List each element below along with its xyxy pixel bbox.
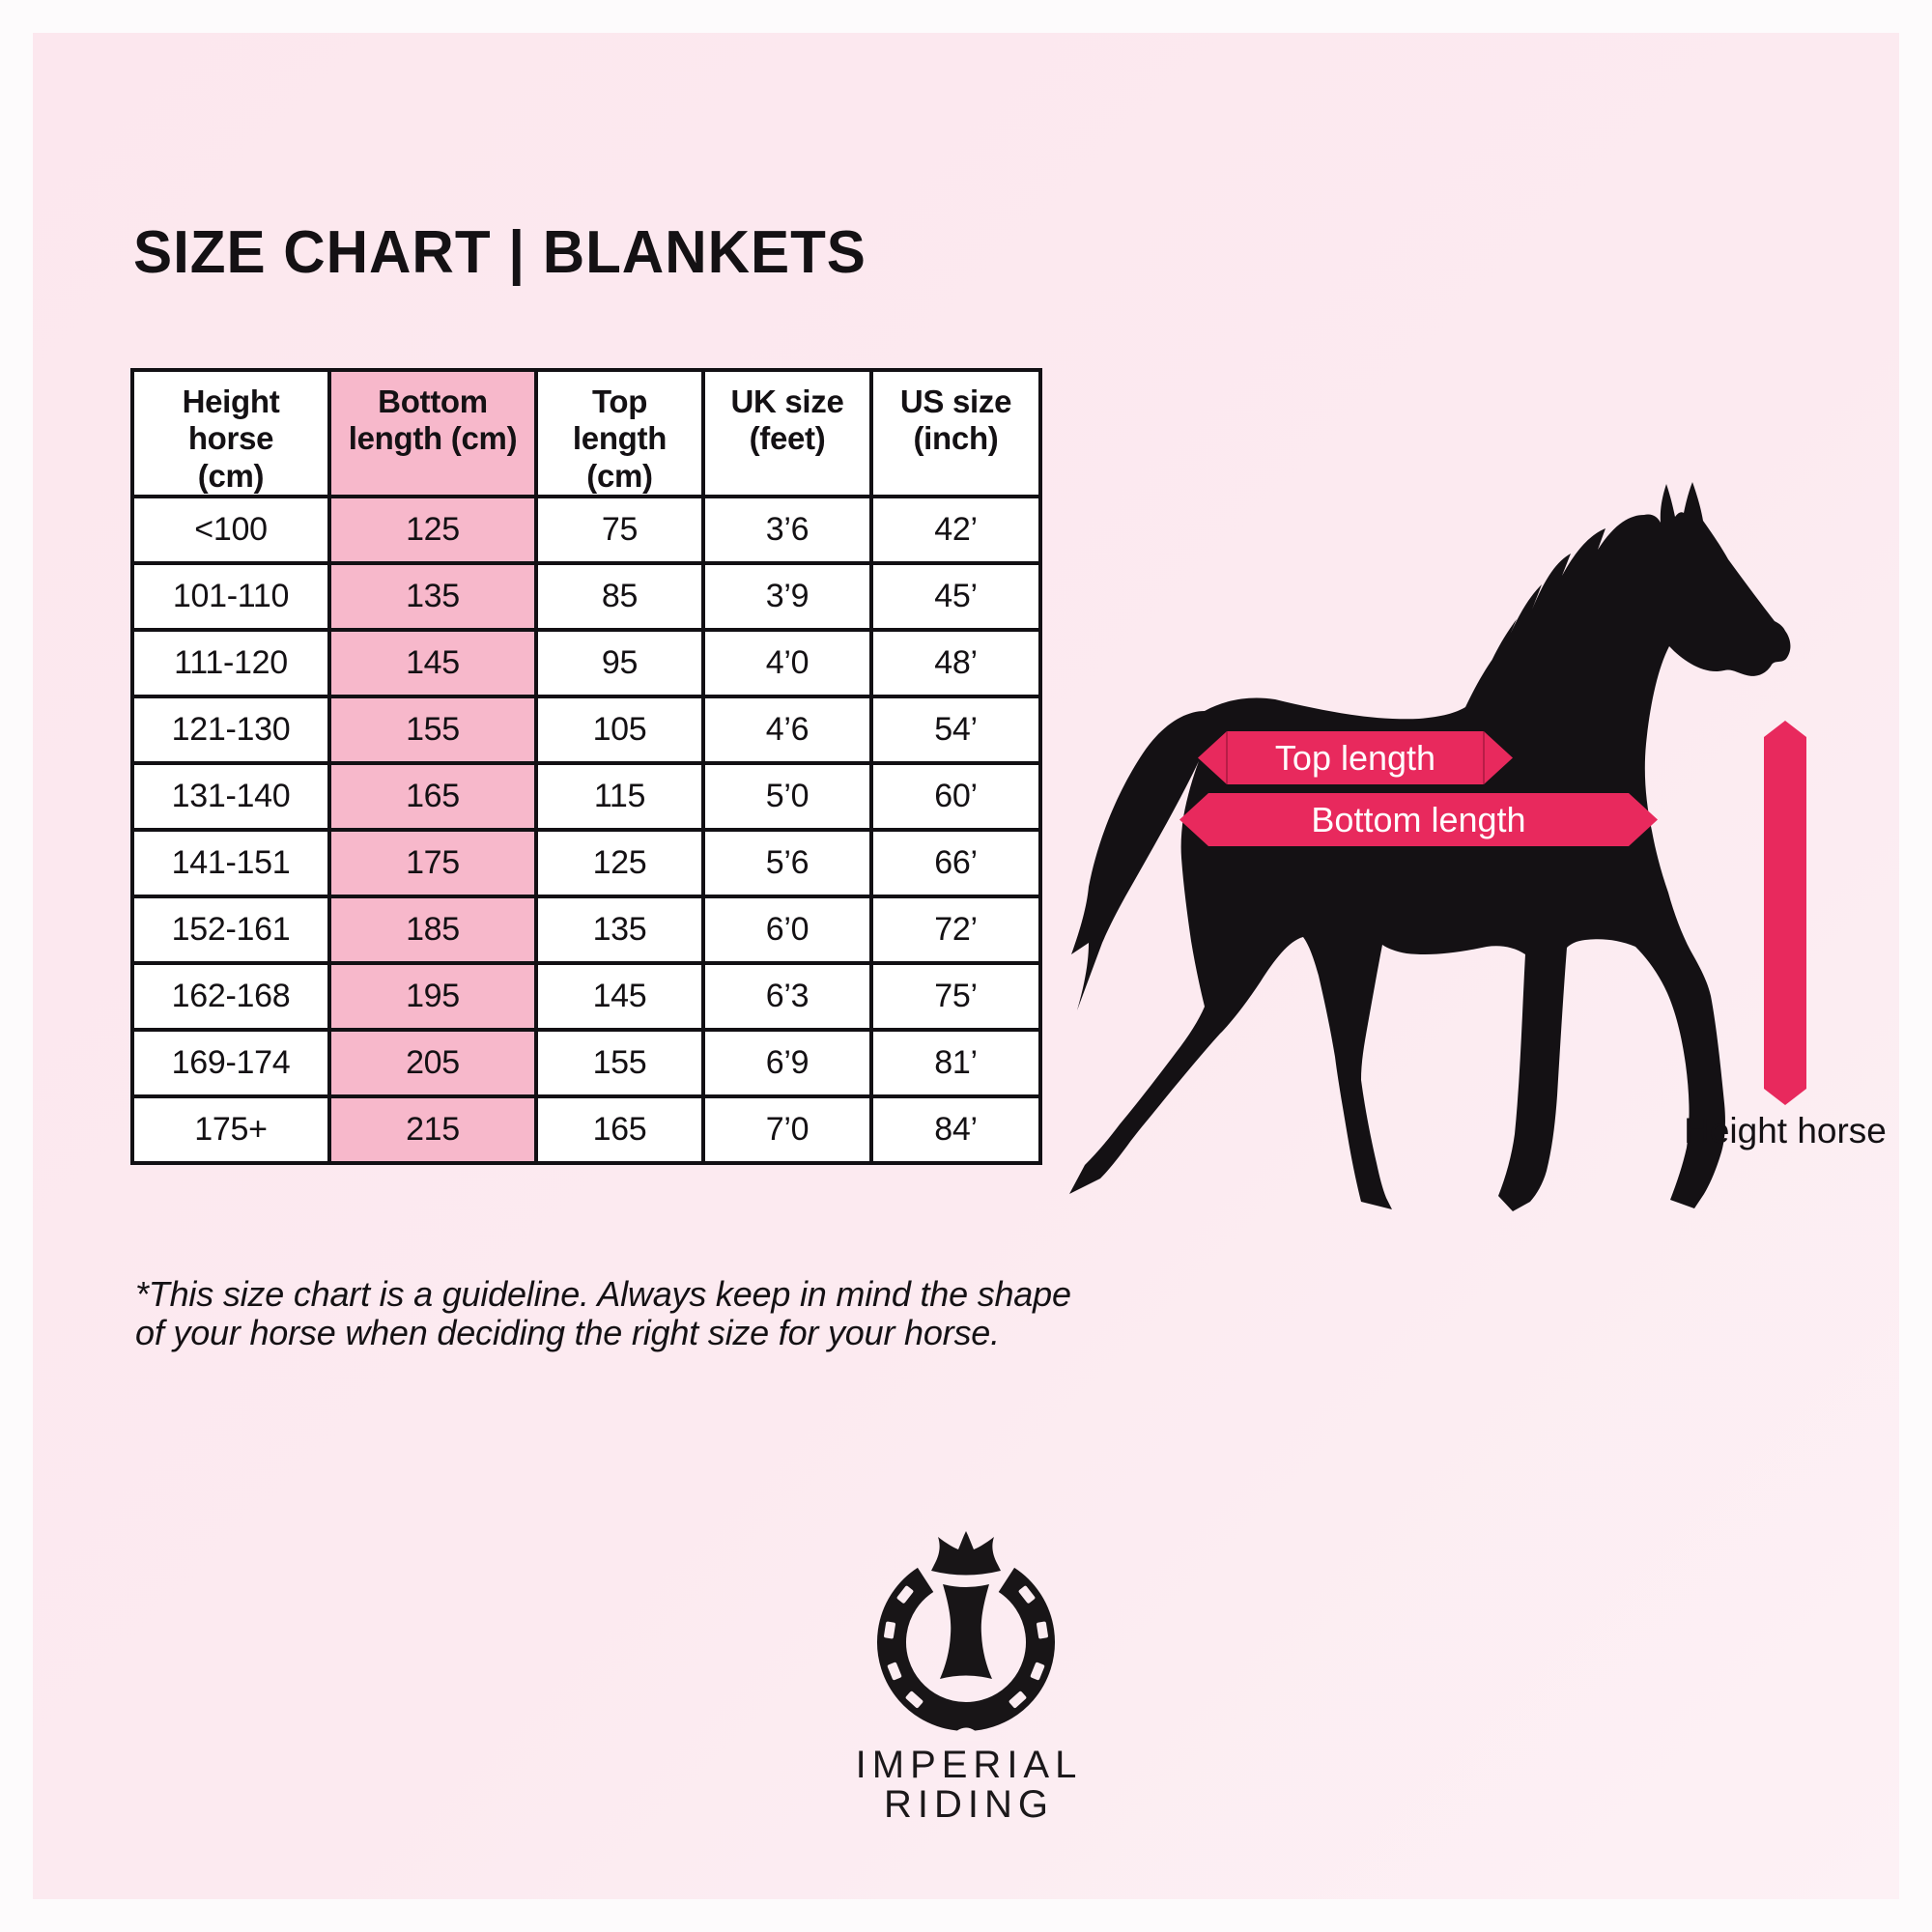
- column-header: US size (inch): [869, 368, 1042, 498]
- header-row: Height horse (cm) Bottom length (cm) Top lengt…: [130, 368, 1042, 498]
- table-row: <100 125 75 3’6 42’: [130, 494, 1042, 565]
- table-cell: 145: [327, 627, 538, 698]
- column-header: UK size (feet): [701, 368, 873, 498]
- page-title: SIZE CHART | BLANKETS: [133, 219, 867, 286]
- table-cell: 165: [327, 760, 538, 832]
- table-cell: 6’3: [701, 960, 873, 1032]
- table-cell: 145: [534, 960, 705, 1032]
- table-cell: 141-151: [130, 827, 331, 898]
- table-row: 152-161 185 135 6’0 72’: [130, 894, 1042, 965]
- table-cell: 66’: [869, 827, 1042, 898]
- table-cell: 45’: [869, 560, 1042, 632]
- table-cell: 60’: [869, 760, 1042, 832]
- footnote-line-2: of your horse when deciding the right si…: [135, 1313, 1000, 1352]
- table-cell: 152-161: [130, 894, 331, 965]
- table-cell: 7’0: [701, 1094, 873, 1165]
- table-cell: 131-140: [130, 760, 331, 832]
- table-cell: 3’6: [701, 494, 873, 565]
- table-cell: 121-130: [130, 694, 331, 765]
- table-row: 141-151 175 125 5’6 66’: [130, 827, 1042, 898]
- table-cell: 205: [327, 1027, 538, 1098]
- table-cell: 155: [534, 1027, 705, 1098]
- table-cell: 165: [534, 1094, 705, 1165]
- top-length-arrow: Top length: [1198, 731, 1513, 784]
- bottom-length-arrow: Bottom length: [1179, 793, 1658, 846]
- table-cell: 42’: [869, 494, 1042, 565]
- table-cell: 135: [534, 894, 705, 965]
- table-cell: 195: [327, 960, 538, 1032]
- table-cell: 4’6: [701, 694, 873, 765]
- table-cell: 4’0: [701, 627, 873, 698]
- size-table-header: Height horse (cm) Bottom length (cm) Top lengt…: [130, 368, 1042, 498]
- height-horse-label: Height horse: [1684, 1111, 1887, 1151]
- size-table: Height horse (cm) Bottom length (cm) Top lengt…: [130, 368, 1042, 1165]
- logo-text-imperial: IMPERIAL: [855, 1744, 1083, 1786]
- crown-icon: [931, 1531, 1001, 1576]
- column-header: Bottom length (cm): [327, 368, 538, 498]
- table-cell: 101-110: [130, 560, 331, 632]
- table-row: 162-168 195 145 6’3 75’: [130, 960, 1042, 1032]
- table-row: 111-120 145 95 4’0 48’: [130, 627, 1042, 698]
- table-cell: 6’9: [701, 1027, 873, 1098]
- table-cell: 75’: [869, 960, 1042, 1032]
- table-cell: 115: [534, 760, 705, 832]
- horseshoe-nail-holes: [884, 1585, 1048, 1708]
- logo-text-riding: RIDING: [884, 1783, 1054, 1826]
- table-cell: 54’: [869, 694, 1042, 765]
- size-table-body: <100 125 75 3’6 42’ 101-110 135 85 3’9 45’ 111-120…: [130, 494, 1042, 1165]
- table-cell: 111-120: [130, 627, 331, 698]
- table-cell: 72’: [869, 894, 1042, 965]
- table-cell: 105: [534, 694, 705, 765]
- table-row: 169-174 205 155 6’9 81’: [130, 1027, 1042, 1098]
- table-cell: 5’0: [701, 760, 873, 832]
- table-cell: 175+: [130, 1094, 331, 1165]
- table-cell: 3’9: [701, 560, 873, 632]
- table-row: 101-110 135 85 3’9 45’: [130, 560, 1042, 632]
- footnote-line-1: *This size chart is a guideline. Always …: [135, 1274, 1071, 1314]
- footnote: *This size chart is a guideline. Always …: [135, 1275, 1071, 1352]
- table-cell: 81’: [869, 1027, 1042, 1098]
- table-cell: 125: [327, 494, 538, 565]
- table-cell: 155: [327, 694, 538, 765]
- table-cell: 5’6: [701, 827, 873, 898]
- bottom-length-label: Bottom length: [1311, 799, 1526, 839]
- size-table-grid: Height horse (cm) Bottom length (cm) Top lengt…: [130, 368, 1042, 1165]
- table-cell: 85: [534, 560, 705, 632]
- table-cell: 162-168: [130, 960, 331, 1032]
- table-cell: 215: [327, 1094, 538, 1165]
- table-cell: 95: [534, 627, 705, 698]
- top-length-label: Top length: [1274, 737, 1436, 778]
- column-header: Height horse (cm): [130, 368, 331, 498]
- column-header: Top length (cm): [534, 368, 705, 498]
- column-icon: [940, 1584, 992, 1679]
- table-row: 121-130 155 105 4’6 54’: [130, 694, 1042, 765]
- table-cell: 48’: [869, 627, 1042, 698]
- table-row: 175+ 215 165 7’0 84’: [130, 1094, 1042, 1165]
- table-cell: 169-174: [130, 1027, 331, 1098]
- height-horse-arrow: [1764, 721, 1806, 1105]
- table-cell: 125: [534, 827, 705, 898]
- table-row: 131-140 165 115 5’0 60’: [130, 760, 1042, 832]
- imperial-riding-logo-icon: [877, 1531, 1055, 1741]
- table-cell: 84’: [869, 1094, 1042, 1165]
- table-cell: <100: [130, 494, 331, 565]
- table-cell: 135: [327, 560, 538, 632]
- horse-silhouette: [1069, 482, 1791, 1211]
- table-cell: 185: [327, 894, 538, 965]
- table-cell: 6’0: [701, 894, 873, 965]
- table-cell: 175: [327, 827, 538, 898]
- table-cell: 75: [534, 494, 705, 565]
